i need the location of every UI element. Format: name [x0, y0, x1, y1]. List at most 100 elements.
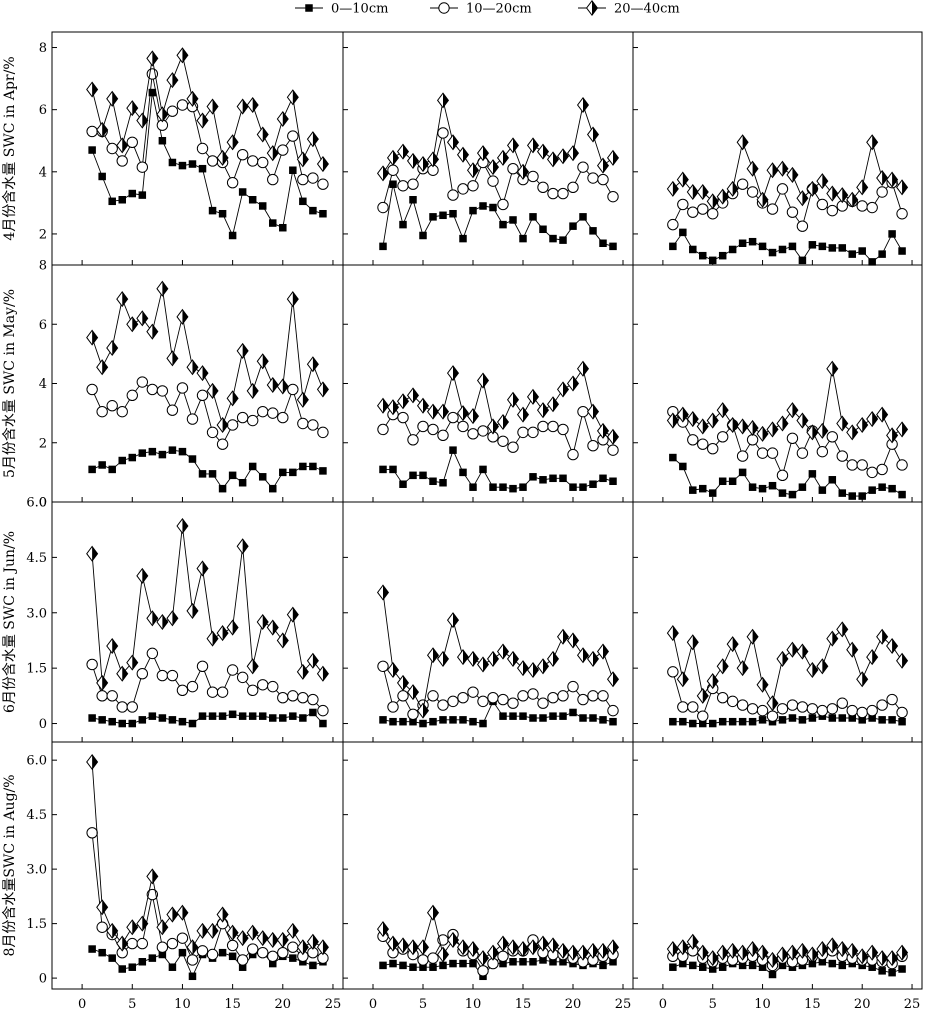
point-s0-6 [138, 191, 147, 199]
panel-row-1-col-2 [632, 264, 923, 503]
point-s1-18 [257, 156, 269, 169]
point-s0-2 [98, 172, 106, 181]
point-s1-2 [96, 690, 108, 702]
point-s2-19 [266, 619, 279, 636]
point-s0-4 [409, 471, 417, 480]
series-line-s2 [91, 525, 324, 684]
point-s2-16 [236, 342, 249, 359]
point-s1-9 [166, 105, 179, 117]
point-s0-12 [198, 164, 207, 173]
point-s1-15 [517, 426, 529, 439]
point-s0-15 [519, 483, 527, 491]
point-s2-17 [246, 382, 259, 399]
point-s2-11 [186, 939, 199, 956]
point-s0-19 [269, 959, 277, 968]
point-s2-23 [596, 157, 610, 174]
point-s2-3 [106, 922, 119, 939]
point-s0-20 [569, 708, 577, 717]
point-s2-17 [536, 935, 550, 952]
point-s1-2 [387, 164, 399, 176]
point-s1-23 [597, 690, 609, 702]
point-s1-4 [697, 438, 709, 450]
y-tick-label-row-3-1: 1.5 [26, 917, 47, 932]
point-s2-5 [416, 397, 430, 414]
point-s2-13 [206, 382, 219, 399]
point-s0-23 [309, 462, 317, 471]
point-s1-11 [766, 203, 779, 215]
point-s0-23 [599, 961, 607, 970]
point-s0-5 [128, 963, 137, 971]
point-s0-23 [599, 239, 607, 248]
point-s2-1 [376, 165, 390, 182]
point-s1-16 [236, 954, 249, 966]
point-s0-1 [88, 146, 96, 154]
point-s2-12 [196, 922, 209, 939]
point-s0-11 [479, 202, 487, 210]
point-s0-22 [299, 197, 307, 206]
series-s0-row-1-col-1 [379, 446, 617, 493]
point-s1-18 [836, 697, 848, 709]
point-s1-15 [806, 703, 819, 715]
point-s0-7 [439, 961, 447, 970]
point-s1-13 [497, 198, 509, 211]
point-s0-24 [319, 719, 327, 728]
point-s1-6 [716, 691, 729, 704]
point-s2-9 [456, 649, 470, 666]
point-s2-12 [486, 944, 500, 961]
point-s0-6 [429, 213, 437, 221]
point-s2-4 [696, 418, 709, 435]
point-s1-8 [447, 411, 459, 424]
point-s2-24 [896, 179, 909, 196]
point-s2-16 [526, 661, 540, 679]
point-s0-4 [118, 719, 126, 728]
point-s0-15 [519, 712, 527, 720]
point-s2-23 [306, 131, 319, 148]
point-s0-24 [898, 717, 906, 726]
point-s1-22 [297, 691, 309, 704]
series-s1-row-2-col-2 [667, 666, 908, 722]
point-s2-8 [736, 660, 749, 677]
x-tick-label-col-1-1: 5 [419, 997, 427, 1012]
point-s0-7 [728, 717, 737, 726]
point-s1-13 [206, 426, 219, 439]
point-s1-18 [547, 691, 559, 704]
point-s0-13 [499, 959, 507, 968]
point-s0-5 [708, 489, 717, 497]
point-s1-16 [236, 149, 249, 161]
point-s0-11 [479, 719, 487, 728]
point-s0-2 [389, 717, 397, 726]
point-s1-3 [397, 690, 409, 702]
point-s1-24 [317, 426, 329, 439]
point-s2-20 [566, 944, 580, 961]
point-s0-6 [429, 717, 437, 726]
point-s0-16 [529, 958, 537, 966]
point-s2-5 [706, 673, 719, 690]
point-s1-2 [96, 405, 108, 418]
point-s0-17 [828, 714, 837, 722]
point-s0-1 [669, 242, 677, 251]
point-s2-21 [866, 944, 879, 961]
point-s1-15 [226, 939, 239, 952]
point-s0-9 [168, 716, 177, 724]
point-s1-22 [876, 186, 888, 198]
point-s1-15 [226, 176, 239, 189]
point-s1-6 [136, 937, 149, 950]
point-s2-23 [306, 356, 319, 373]
point-s0-14 [218, 712, 227, 720]
point-s1-3 [687, 434, 699, 446]
point-s1-1 [377, 423, 389, 436]
point-s2-7 [726, 942, 739, 959]
point-s0-17 [828, 476, 837, 484]
point-s2-3 [106, 637, 119, 655]
point-s0-24 [898, 490, 906, 499]
point-s2-3 [396, 674, 410, 691]
x-tick-label-col-1-0: 0 [369, 997, 377, 1012]
point-s2-24 [316, 665, 329, 682]
series-line-s1 [91, 832, 324, 961]
point-s0-5 [708, 719, 717, 728]
point-s0-2 [389, 959, 397, 968]
point-s1-23 [307, 693, 319, 706]
point-s0-10 [469, 959, 477, 968]
point-s0-9 [459, 959, 467, 968]
point-s0-6 [718, 477, 727, 486]
